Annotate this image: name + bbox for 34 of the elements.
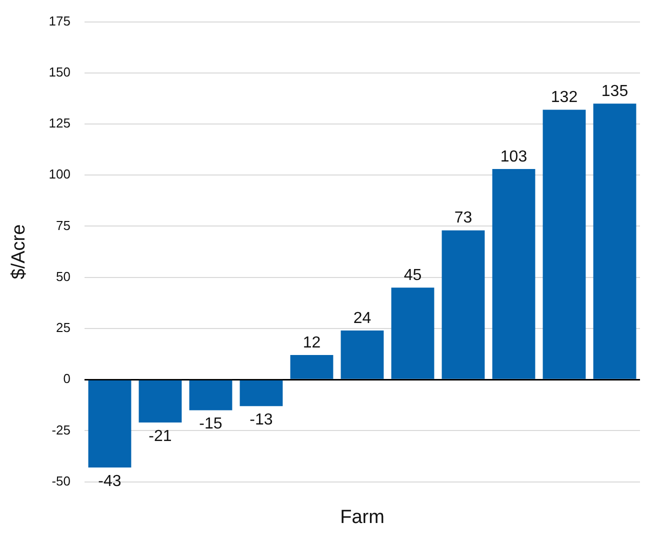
bar	[138, 380, 182, 423]
bar	[88, 380, 132, 468]
bar	[593, 104, 636, 379]
bar	[442, 230, 485, 379]
y-tick-label: -25	[52, 422, 70, 438]
data-label: -43	[98, 472, 122, 490]
y-tick-label: 0	[63, 371, 70, 386]
y-tick-label: -50	[52, 473, 70, 488]
bar	[189, 380, 232, 410]
data-label: 12	[302, 334, 321, 352]
data-label: 73	[454, 210, 472, 227]
y-tick-label: 25	[56, 320, 70, 336]
y-tick-label: 150	[48, 64, 70, 80]
y-tick-label: 75	[56, 218, 70, 233]
data-label: 103	[500, 148, 528, 166]
y-tick-label: 125	[48, 116, 70, 131]
y-tick-label: 50	[56, 268, 70, 284]
bar	[240, 380, 283, 406]
y-axis-title: $/Acre	[8, 224, 30, 280]
x-axis-title: Farm	[340, 506, 384, 528]
bar	[492, 169, 536, 379]
data-label: 45	[404, 266, 422, 284]
data-label: -13	[250, 412, 273, 429]
bar	[340, 330, 384, 379]
y-tick-label: 100	[48, 166, 70, 182]
data-label: 135	[601, 82, 628, 100]
bar	[290, 355, 334, 379]
data-label: -21	[148, 428, 172, 445]
y-tick-label: 175	[48, 13, 70, 28]
bar	[391, 288, 434, 379]
data-label: -15	[199, 416, 222, 433]
data-label: 132	[550, 89, 578, 106]
bar	[542, 110, 586, 379]
data-label: 24	[353, 310, 372, 327]
